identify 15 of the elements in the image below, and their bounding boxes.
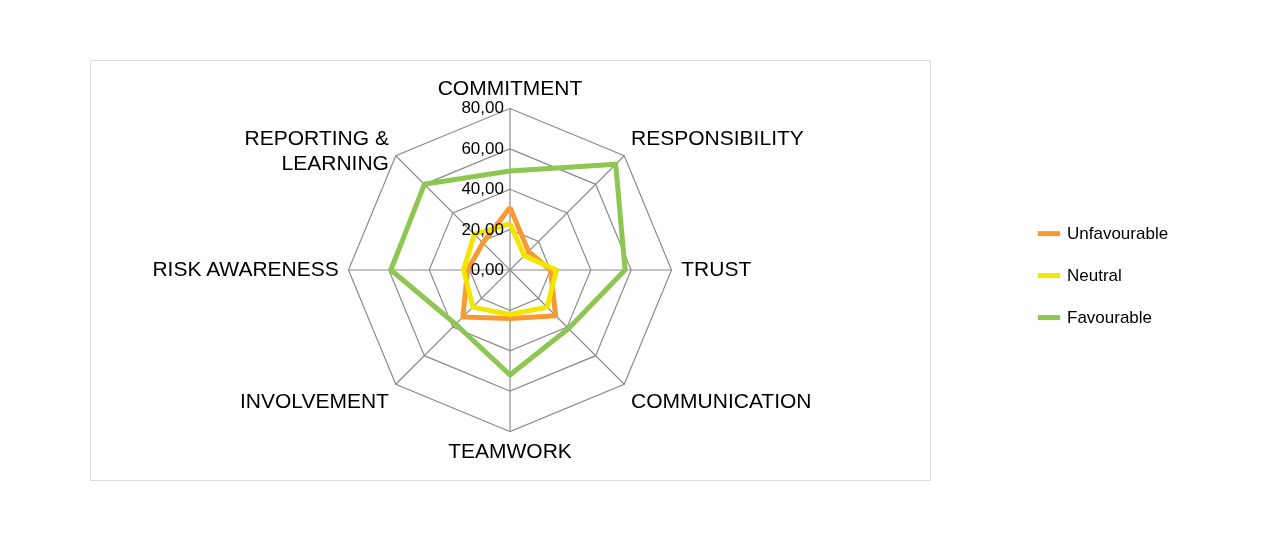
legend-label: Unfavourable bbox=[1067, 223, 1169, 243]
y-tick-label: 80,00 bbox=[461, 98, 504, 118]
spoke-label: TEAMWORK bbox=[448, 439, 572, 463]
y-tick-label: 60,00 bbox=[461, 138, 504, 158]
spoke-label: COMMUNICATION bbox=[631, 389, 812, 413]
y-tick-label: 40,00 bbox=[461, 179, 504, 199]
spoke-label: REPORTING & LEARNING bbox=[244, 125, 389, 174]
spoke-label: TRUST bbox=[681, 257, 752, 280]
spoke-label: RESPONSIBILITY bbox=[631, 125, 804, 149]
spoke-label: INVOLVEMENT bbox=[239, 389, 390, 413]
y-tick-label: 0,00 bbox=[470, 260, 504, 279]
legend-label: Favourable bbox=[1067, 307, 1153, 327]
legend-label: Neutral bbox=[1067, 265, 1122, 285]
spoke-label: RISK AWARENESS bbox=[152, 257, 339, 280]
spoke-label: COMMITMENT bbox=[437, 75, 583, 99]
